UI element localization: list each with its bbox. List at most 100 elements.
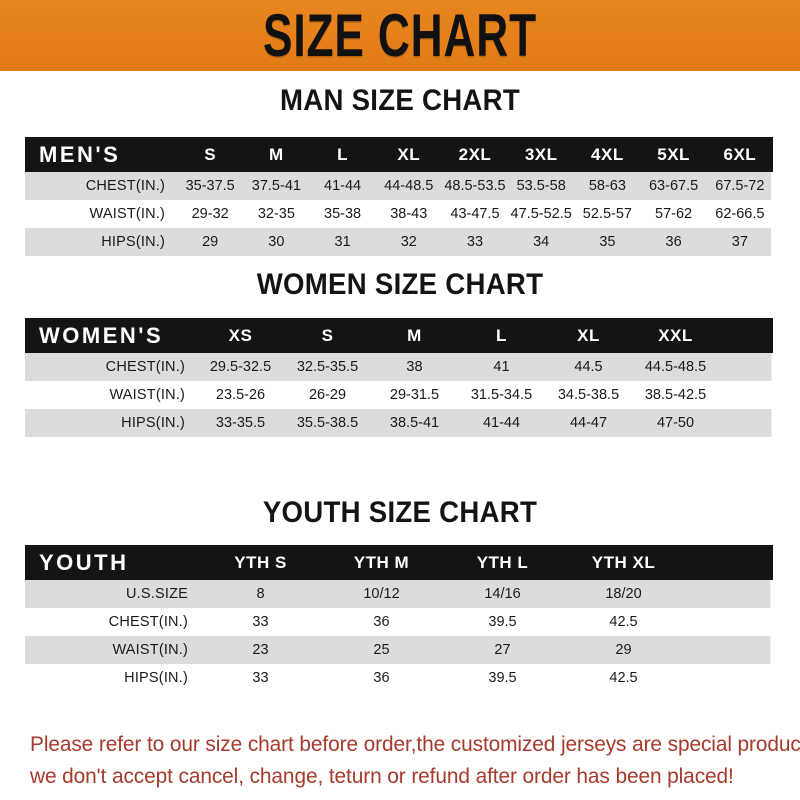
measurement-value: 32.5-35.5 <box>284 353 371 381</box>
measurement-value: 37.5-41 <box>243 172 310 200</box>
order-notice-line-2: we don't accept cancel, change, teturn o… <box>30 764 734 788</box>
men-table-body: MEN'S S M L XL 2XL 3XL 4XL 5XL 6XL CHEST(IN.) 35-37… <box>25 137 773 256</box>
section-title-youth: YOUTH SIZE CHART <box>262 496 538 529</box>
measurement-value: 18/20 <box>563 580 684 608</box>
table-row: CHEST(IN.) 33 36 39.5 42.5 <box>25 608 773 636</box>
table-header-label: MEN'S <box>25 137 178 172</box>
measurement-label: U.S.SIZE <box>25 580 200 608</box>
table-row: CHEST(IN.) 29.5-32.5 32.5-35.5 38 41 44.5 44.5… <box>25 353 773 381</box>
measurement-value: 34 <box>508 228 575 256</box>
section-title-women: WOMEN SIZE CHART <box>256 268 544 301</box>
table-header-row: WOMEN'S XS S M L XL XXL <box>25 318 773 353</box>
measurement-value: 38-43 <box>375 200 442 228</box>
measurement-value: 37 <box>706 228 773 256</box>
table-row: WAIST(IN.) 23 25 27 29 <box>25 636 773 664</box>
measurement-value: 23 <box>200 636 321 664</box>
size-column-header-0: YTH S <box>200 545 321 580</box>
measurement-value: 47-50 <box>632 409 719 437</box>
size-column-header-2: YTH L <box>442 545 563 580</box>
measurement-value: 33 <box>441 228 509 256</box>
size-column-header-0: XS <box>197 318 284 353</box>
size-column-header-spacer <box>684 545 773 580</box>
measurement-value: 32-35 <box>243 200 310 228</box>
table-header-row: MEN'S S M L XL 2XL 3XL 4XL 5XL 6XL <box>25 137 773 172</box>
measurement-value: 67.5-72 <box>706 172 773 200</box>
measurement-value: 29 <box>177 228 244 256</box>
measurement-value-spacer <box>719 409 773 437</box>
measurement-label: HIPS(IN.) <box>25 664 200 692</box>
measurement-value: 29-32 <box>177 200 244 228</box>
measurement-value: 34.5-38.5 <box>545 381 632 409</box>
youth-table-body: YOUTH YTH S YTH M YTH L YTH XL U.S.SIZE 8 10/12… <box>25 545 773 692</box>
measurement-label: WAIST(IN.) <box>25 200 178 228</box>
measurement-value: 35-38 <box>309 200 376 228</box>
measurement-value-spacer <box>719 381 773 409</box>
measurement-label: HIPS(IN.) <box>25 228 178 256</box>
table-header-label: YOUTH <box>25 545 200 580</box>
measurement-value: 36 <box>321 664 442 692</box>
table-row: WAIST(IN.) 29-32 32-35 35-38 38-43 43-47.5 47.… <box>25 200 773 228</box>
measurement-value: 25 <box>321 636 442 664</box>
measurement-value: 29.5-32.5 <box>197 353 284 381</box>
measurement-value: 53.5-58 <box>508 172 575 200</box>
measurement-value: 10/12 <box>321 580 442 608</box>
measurement-value: 32 <box>375 228 442 256</box>
measurement-value: 44-48.5 <box>375 172 442 200</box>
table-row: HIPS(IN.) 33-35.5 35.5-38.5 38.5-41 41-44 44-… <box>25 409 773 437</box>
measurement-value: 38.5-42.5 <box>632 381 719 409</box>
measurement-label: CHEST(IN.) <box>25 353 197 381</box>
size-column-header-5: 3XL <box>508 137 575 172</box>
size-column-header-3: YTH XL <box>563 545 684 580</box>
table-row: WAIST(IN.) 23.5-26 26-29 29-31.5 31.5-34.5 34… <box>25 381 773 409</box>
size-column-header-4: XL <box>545 318 632 353</box>
size-column-header-0: S <box>177 137 244 172</box>
size-column-header-spacer <box>719 318 773 353</box>
measurement-value: 41-44 <box>458 409 545 437</box>
measurement-value: 42.5 <box>563 608 684 636</box>
measurement-value: 58-63 <box>574 172 641 200</box>
measurement-value: 62-66.5 <box>706 200 773 228</box>
order-notice: Please refer to our size chart before or… <box>30 728 800 792</box>
size-column-header-3: L <box>458 318 545 353</box>
measurement-value: 57-62 <box>640 200 707 228</box>
measurement-value: 43-47.5 <box>441 200 509 228</box>
women-size-table: WOMEN'S XS S M L XL XXL CHEST(IN.) 29.5-32.5 32.5… <box>25 318 773 437</box>
measurement-value: 39.5 <box>442 664 563 692</box>
page-banner: SIZE CHART <box>0 0 800 71</box>
measurement-value: 29 <box>563 636 684 664</box>
measurement-value: 41 <box>458 353 545 381</box>
table-header-label: WOMEN'S <box>25 318 197 353</box>
size-column-header-6: 4XL <box>574 137 641 172</box>
table-header-row: YOUTH YTH S YTH M YTH L YTH XL <box>25 545 773 580</box>
order-notice-line-1: Please refer to our size chart before or… <box>30 732 800 756</box>
measurement-value: 44.5-48.5 <box>632 353 719 381</box>
measurement-value: 33-35.5 <box>197 409 284 437</box>
measurement-value: 33 <box>200 664 321 692</box>
section-title-man: MAN SIZE CHART <box>279 84 520 117</box>
page-title: SIZE CHART <box>263 1 537 70</box>
measurement-value: 63-67.5 <box>640 172 707 200</box>
measurement-value: 26-29 <box>284 381 371 409</box>
size-column-header-1: YTH M <box>321 545 442 580</box>
table-row: CHEST(IN.) 35-37.5 37.5-41 41-44 44-48.5 48.5… <box>25 172 773 200</box>
men-size-table: MEN'S S M L XL 2XL 3XL 4XL 5XL 6XL CHEST(IN.) 35-37… <box>25 137 773 256</box>
table-row: HIPS(IN.) 29 30 31 32 33 34 35 36 37 <box>25 228 773 256</box>
measurement-value: 44.5 <box>545 353 632 381</box>
table-row: HIPS(IN.) 33 36 39.5 42.5 <box>25 664 773 692</box>
measurement-value: 36 <box>640 228 707 256</box>
size-column-header-3: XL <box>375 137 442 172</box>
measurement-value-spacer <box>684 664 773 692</box>
size-column-header-1: S <box>284 318 371 353</box>
measurement-value: 8 <box>200 580 321 608</box>
youth-size-table: YOUTH YTH S YTH M YTH L YTH XL U.S.SIZE 8 10/12… <box>25 545 773 692</box>
measurement-label: WAIST(IN.) <box>25 381 197 409</box>
measurement-value-spacer <box>719 353 773 381</box>
measurement-value: 42.5 <box>563 664 684 692</box>
measurement-value-spacer <box>684 580 773 608</box>
size-column-header-1: M <box>243 137 310 172</box>
women-table-body: WOMEN'S XS S M L XL XXL CHEST(IN.) 29.5-32.5 32.5… <box>25 318 773 437</box>
size-column-header-8: 6XL <box>706 137 773 172</box>
measurement-value: 33 <box>200 608 321 636</box>
measurement-label: HIPS(IN.) <box>25 409 197 437</box>
